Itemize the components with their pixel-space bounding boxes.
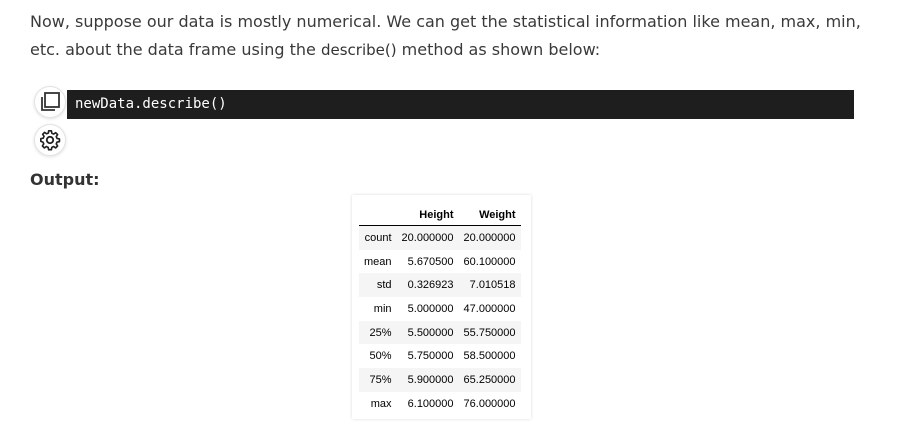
row-label: mean xyxy=(364,255,392,268)
weight-cell: 47.000000 xyxy=(463,302,516,315)
height-cell: 5.750000 xyxy=(407,350,454,363)
row-label: 50% xyxy=(369,350,392,363)
header-height: Height xyxy=(396,205,459,226)
intro-text-after: method as shown below: xyxy=(396,40,601,59)
height-cell: 0.326923 xyxy=(407,279,454,292)
table-row: 75% 5.900000 65.250000 xyxy=(359,368,521,392)
code-block[interactable]: newData.describe() xyxy=(67,90,854,119)
describe-table: Height Weight count 20.000000 20.000000 … xyxy=(359,205,521,416)
table-header-row: Height Weight xyxy=(359,205,521,226)
table-row: mean 5.670500 60.100000 xyxy=(359,250,521,274)
row-label: std xyxy=(376,279,392,292)
height-cell: 5.000000 xyxy=(407,302,454,315)
settings-button[interactable] xyxy=(34,124,66,156)
inline-code-describe: describe() xyxy=(320,41,397,59)
weight-cell: 76.000000 xyxy=(463,397,516,410)
weight-cell: 55.750000 xyxy=(463,326,516,339)
row-label: max xyxy=(370,397,392,410)
gear-icon xyxy=(40,130,61,151)
height-cell: 20.000000 xyxy=(401,231,454,244)
table-row: 25% 5.500000 55.750000 xyxy=(359,320,521,345)
table-row: 50% 5.750000 58.500000 xyxy=(359,344,521,368)
copy-button[interactable] xyxy=(34,86,66,118)
row-label: min xyxy=(373,302,392,315)
row-label: 25% xyxy=(369,326,392,339)
table-row: count 20.000000 20.000000 xyxy=(359,225,521,250)
weight-cell: 58.500000 xyxy=(463,350,516,363)
output-label: Output: xyxy=(30,170,100,189)
weight-cell: 65.250000 xyxy=(463,373,516,386)
weight-cell: 20.000000 xyxy=(463,231,516,244)
copy-icon xyxy=(41,92,60,111)
output-table-card: Height Weight count 20.000000 20.000000 … xyxy=(352,195,531,419)
weight-cell: 7.010518 xyxy=(469,279,516,292)
height-cell: 5.500000 xyxy=(407,326,454,339)
height-cell: 5.670500 xyxy=(407,255,454,268)
height-cell: 5.900000 xyxy=(407,373,454,386)
code-text[interactable]: newData.describe() xyxy=(75,96,227,112)
table-row: std 0.326923 7.010518 xyxy=(359,273,521,298)
height-cell: 6.100000 xyxy=(407,397,454,410)
table-row: min 5.000000 47.000000 xyxy=(359,297,521,321)
table-row: max 6.100000 76.000000 xyxy=(359,392,521,416)
row-label: 75% xyxy=(369,373,392,386)
intro-paragraph: Now, suppose our data is mostly numerica… xyxy=(30,8,890,64)
header-weight: Weight xyxy=(458,205,521,226)
header-index xyxy=(359,205,397,226)
intro-text-before: Now, suppose our data is mostly numerica… xyxy=(30,12,861,59)
row-label: count xyxy=(364,231,392,244)
weight-cell: 60.100000 xyxy=(463,255,516,268)
